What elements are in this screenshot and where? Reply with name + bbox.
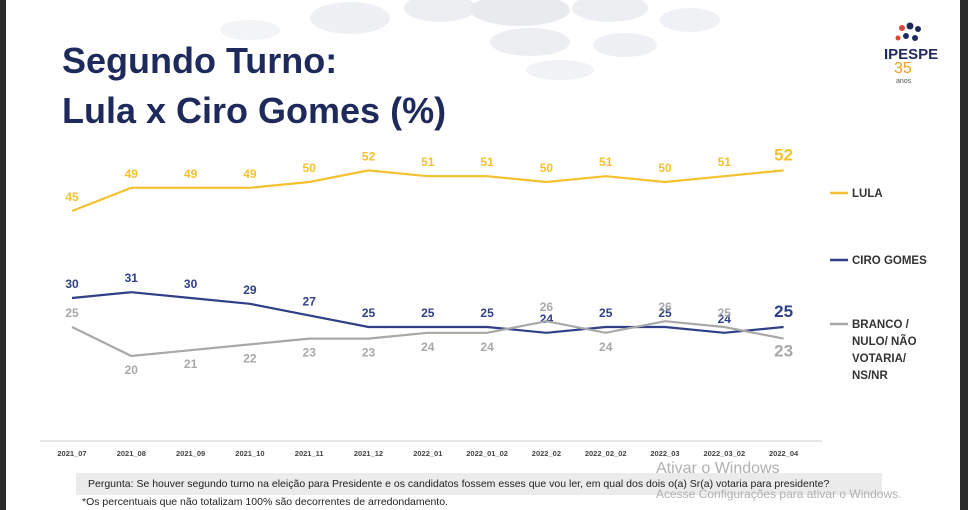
legend-label-lula: LULA bbox=[852, 188, 883, 200]
data-label-ciro-gomes: 31 bbox=[125, 271, 139, 285]
x-tick-label: 2022_02_02 bbox=[585, 449, 627, 458]
data-label-branco-nulo: 25 bbox=[65, 306, 79, 320]
data-label-ciro-gomes: 25 bbox=[421, 306, 435, 320]
data-label-branco-nulo: 24 bbox=[480, 340, 494, 354]
x-tick-label: 2021_08 bbox=[117, 449, 146, 458]
data-label-branco-nulo: 20 bbox=[125, 363, 139, 377]
x-tick-label: 2022_03 bbox=[650, 449, 679, 458]
data-label-lula: 51 bbox=[718, 155, 732, 169]
background-dots-decoration bbox=[220, 0, 720, 80]
series-line-branco-nulo bbox=[71, 320, 784, 358]
windows-watermark-title: Ativar o Windows bbox=[656, 460, 780, 477]
title-line-1: Segundo Turno: bbox=[62, 40, 338, 81]
page-title: Segundo Turno: Lula x Ciro Gomes (%) bbox=[62, 36, 446, 136]
data-label-ciro-gomes: 25 bbox=[774, 302, 793, 321]
x-tick-label: 2022_02 bbox=[532, 449, 561, 458]
logo-dots-icon bbox=[895, 22, 921, 41]
x-tick-label: 2022_04 bbox=[769, 449, 799, 458]
line-chart: 2021_07 2021_08 2021_09 2021_10 2021_11 2021_… bbox=[40, 145, 927, 458]
x-tick-label: 2021_12 bbox=[354, 449, 383, 458]
data-label-branco-nulo: 23 bbox=[303, 346, 317, 360]
data-label-lula: 51 bbox=[480, 155, 494, 169]
data-label-lula: 50 bbox=[540, 161, 554, 175]
legend-label-branco-nulo: BRANCO / bbox=[852, 319, 910, 331]
data-label-ciro-gomes: 25 bbox=[362, 306, 376, 320]
left-frame-border bbox=[0, 0, 6, 510]
data-label-ciro-gomes: 25 bbox=[599, 306, 613, 320]
data-label-branco-nulo: 23 bbox=[362, 346, 376, 360]
data-label-branco-nulo: 24 bbox=[421, 340, 435, 354]
data-label-branco-nulo: 26 bbox=[658, 300, 672, 314]
data-label-lula: 45 bbox=[65, 190, 79, 204]
legend-label-branco-nulo: VOTARIA/ bbox=[852, 353, 907, 365]
data-label-ciro-gomes: 27 bbox=[303, 294, 317, 308]
data-label-lula: 49 bbox=[125, 167, 139, 181]
legend-label-ciro-gomes: CIRO GOMES bbox=[852, 255, 927, 267]
question-footer: Pergunta: Se houver segundo turno na ele… bbox=[76, 473, 882, 495]
data-label-ciro-gomes: 29 bbox=[243, 283, 257, 297]
logo-number: 35 bbox=[894, 60, 912, 77]
data-label-lula: 49 bbox=[243, 167, 257, 181]
data-label-lula: 51 bbox=[421, 155, 435, 169]
x-tick-label: 2021_09 bbox=[176, 449, 205, 458]
data-label-ciro-gomes: 25 bbox=[658, 306, 672, 320]
data-label-ciro-gomes: 24 bbox=[718, 312, 732, 326]
x-tick-label: 2022_01_02 bbox=[466, 449, 508, 458]
right-frame-border bbox=[960, 0, 968, 510]
data-label-ciro-gomes: 30 bbox=[65, 277, 79, 291]
data-label-lula: 51 bbox=[599, 155, 613, 169]
legend-label-branco-nulo: NULO/ NÃO bbox=[852, 335, 917, 348]
x-tick-label: 2022_01 bbox=[413, 449, 442, 458]
x-tick-label: 2021_07 bbox=[57, 449, 86, 458]
data-label-ciro-gomes: 25 bbox=[480, 306, 494, 320]
x-tick-label: 2021_11 bbox=[295, 449, 324, 458]
logo-name: IPESPE bbox=[884, 46, 939, 63]
data-label-branco-nulo: 25 bbox=[718, 306, 732, 320]
data-label-branco-nulo: 21 bbox=[184, 357, 198, 371]
series-line-lula bbox=[71, 169, 784, 213]
series-line-ciro-gomes bbox=[71, 291, 784, 334]
rounding-note: *Os percentuais que não totalizam 100% s… bbox=[82, 496, 448, 508]
legend-label-branco-nulo: NS/NR bbox=[852, 370, 888, 382]
data-label-lula: 52 bbox=[362, 149, 376, 163]
x-tick-label: 2021_10 bbox=[235, 449, 264, 458]
data-label-branco-nulo: 22 bbox=[243, 351, 257, 365]
ipespe-logo: IPESPE 35 anos bbox=[880, 20, 940, 90]
title-line-2: Lula x Ciro Gomes (%) bbox=[62, 90, 447, 131]
data-label-lula: 50 bbox=[303, 161, 317, 175]
windows-watermark-subtitle: Acesse Configurações para ativar o Windo… bbox=[656, 487, 902, 501]
data-label-lula: 50 bbox=[658, 161, 672, 175]
data-label-lula: 52 bbox=[774, 145, 793, 164]
logo-sub: anos bbox=[896, 78, 912, 85]
data-label-ciro-gomes: 30 bbox=[184, 277, 198, 291]
data-label-branco-nulo: 24 bbox=[599, 340, 613, 354]
data-label-branco-nulo: 26 bbox=[540, 300, 554, 314]
data-label-lula: 49 bbox=[184, 167, 198, 181]
x-tick-label: 2022_03_02 bbox=[703, 449, 745, 458]
data-label-branco-nulo: 23 bbox=[774, 342, 793, 361]
